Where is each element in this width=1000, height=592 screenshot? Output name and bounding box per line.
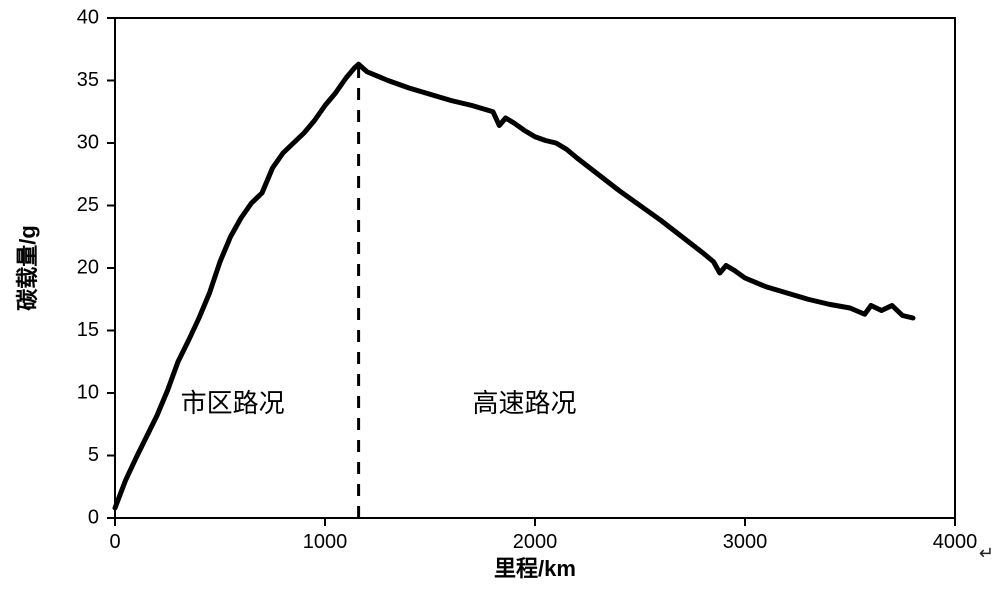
line-chart: 0 5 10 15 20 25 30 35 40 0 1000 2000 3000 4000 里程/km 碳载…	[0, 0, 1000, 592]
x-tick-label: 2000	[513, 531, 558, 553]
data-line	[115, 64, 913, 508]
chart-container: 0 5 10 15 20 25 30 35 40 0 1000 2000 3000 4000 里程/km 碳载…	[0, 0, 1000, 592]
y-tick-label: 25	[77, 194, 99, 216]
plot-border	[115, 18, 955, 518]
y-tick-label: 20	[77, 256, 99, 278]
x-tick-label: 3000	[723, 531, 768, 553]
y-tick-label: 0	[88, 506, 99, 528]
x-tick-label: 4000	[933, 531, 978, 553]
region-label: 市区路况	[181, 388, 285, 418]
y-tick-label: 35	[77, 69, 99, 91]
y-tick-label: 5	[88, 444, 99, 466]
x-axis-title: 里程/km	[494, 556, 576, 581]
y-axis-title: 碳载量/g	[15, 225, 40, 311]
x-tick-label: 1000	[303, 531, 348, 553]
y-tick-label: 40	[77, 6, 99, 28]
trailing-mark: ↵	[979, 543, 994, 564]
y-tick-label: 10	[77, 381, 99, 403]
y-tick-label: 30	[77, 131, 99, 153]
y-tick-label: 15	[77, 319, 99, 341]
x-tick-label: 0	[109, 531, 120, 553]
region-label: 高速路况	[472, 388, 576, 418]
